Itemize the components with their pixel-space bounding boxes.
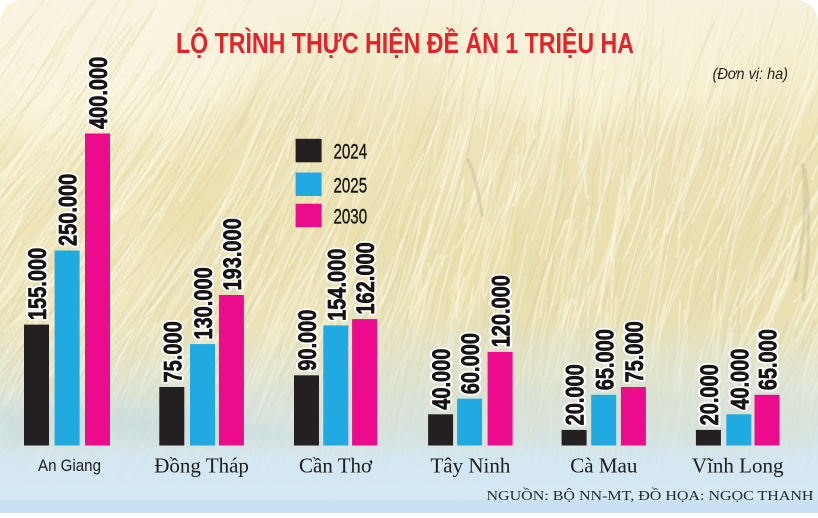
svg-text:65.000: 65.000 <box>755 329 783 390</box>
svg-text:155.000: 155.000 <box>24 248 52 320</box>
svg-text:155.000: 155.000 <box>24 248 52 320</box>
svg-text:162.000: 162.000 <box>352 242 380 314</box>
svg-text:Cần Thơ: Cần Thơ <box>299 454 373 478</box>
svg-text:90.000: 90.000 <box>294 310 322 371</box>
svg-text:(Đơn vị: ha): (Đơn vị: ha) <box>713 66 789 83</box>
svg-text:120.000: 120.000 <box>488 275 516 347</box>
svg-text:NGUỒN: BỘ NN-MT, ĐỒ HỌA: NGỌC: NGUỒN: BỘ NN-MT, ĐỒ HỌA: NGỌC THANH <box>487 486 814 504</box>
svg-text:250.000: 250.000 <box>55 174 83 246</box>
svg-text:2024: 2024 <box>334 140 368 164</box>
svg-text:154.000: 154.000 <box>323 249 351 321</box>
svg-text:130.000: 130.000 <box>190 267 218 339</box>
svg-text:65.000: 65.000 <box>591 329 619 390</box>
svg-text:193.000: 193.000 <box>219 218 247 290</box>
svg-text:250.000: 250.000 <box>55 174 83 246</box>
svg-text:Cà Mau: Cà Mau <box>570 454 638 478</box>
svg-text:75.000: 75.000 <box>159 321 187 382</box>
svg-text:130.000: 130.000 <box>190 267 218 339</box>
svg-text:2030: 2030 <box>334 205 368 229</box>
svg-text:Vĩnh Long: Vĩnh Long <box>692 454 784 478</box>
svg-text:120.000: 120.000 <box>488 275 516 347</box>
svg-text:60.000: 60.000 <box>457 333 485 394</box>
svg-text:20.000: 20.000 <box>562 364 590 425</box>
svg-text:90.000: 90.000 <box>294 310 322 371</box>
svg-text:75.000: 75.000 <box>159 321 187 382</box>
svg-text:An Giang: An Giang <box>38 456 101 475</box>
svg-text:162.000: 162.000 <box>352 242 380 314</box>
svg-text:LỘ TRÌNH THỰC HIỆN ĐỀ ÁN 1 TRI: LỘ TRÌNH THỰC HIỆN ĐỀ ÁN 1 TRIỆU HA <box>176 26 634 60</box>
svg-text:40.000: 40.000 <box>726 349 754 410</box>
svg-text:65.000: 65.000 <box>591 329 619 390</box>
svg-text:400.000: 400.000 <box>85 57 113 129</box>
svg-text:20.000: 20.000 <box>696 364 724 425</box>
svg-text:20.000: 20.000 <box>562 364 590 425</box>
svg-text:75.000: 75.000 <box>621 321 649 382</box>
svg-text:Đồng Tháp: Đồng Tháp <box>154 454 249 478</box>
svg-text:40.000: 40.000 <box>428 349 456 410</box>
svg-text:154.000: 154.000 <box>323 249 351 321</box>
svg-text:20.000: 20.000 <box>696 364 724 425</box>
svg-text:75.000: 75.000 <box>621 321 649 382</box>
svg-text:65.000: 65.000 <box>755 329 783 390</box>
svg-text:2025: 2025 <box>334 173 368 197</box>
svg-text:40.000: 40.000 <box>726 349 754 410</box>
svg-text:40.000: 40.000 <box>428 349 456 410</box>
svg-text:60.000: 60.000 <box>457 333 485 394</box>
svg-text:193.000: 193.000 <box>219 218 247 290</box>
svg-text:Tây Ninh: Tây Ninh <box>430 454 510 478</box>
svg-text:400.000: 400.000 <box>85 57 113 129</box>
